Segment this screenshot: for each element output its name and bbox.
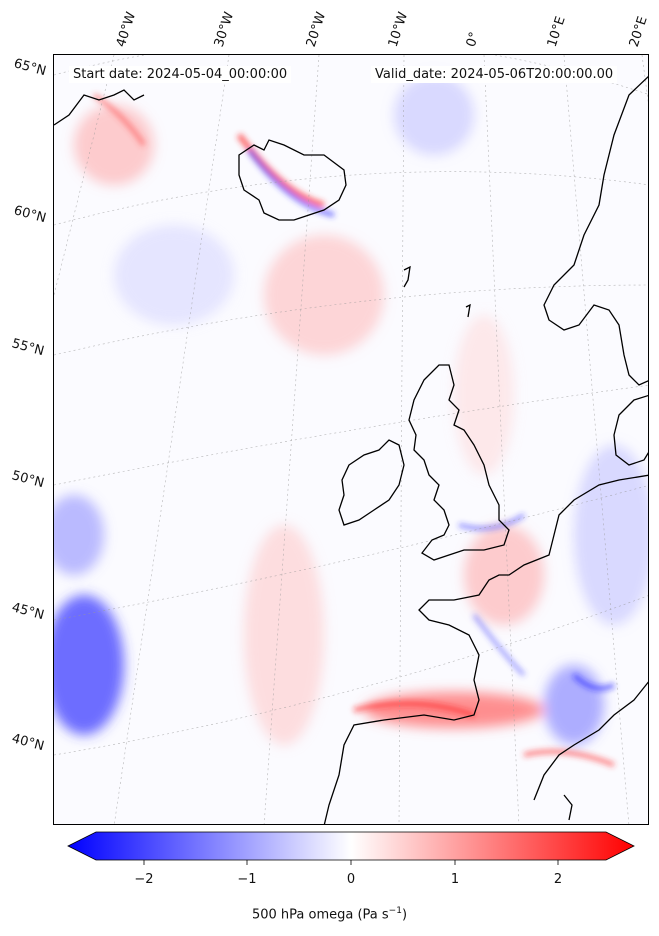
colorbar-tick-label: 0 [346,872,356,887]
colorbar-tick-label: 2 [553,872,563,887]
colorbar-tick-label: −2 [134,872,154,887]
coastlines [54,76,648,824]
omega-field-map [54,55,648,824]
colorbar-label-text: 500 hPa omega (Pa s [251,907,389,923]
colorbar-ticks [143,860,559,865]
valid-date-label: Valid_date: 2024-05-06T20:00:00.00 [371,66,618,83]
colorbar-bar [67,831,635,861]
map-panel [53,54,649,825]
graticule [54,55,648,824]
start-date-label: Start date: 2024-05-04_00:00:00 [69,66,292,83]
colorbar-tick-label: 1 [450,872,460,887]
colorbar [67,831,635,865]
omega-field-detail [92,92,616,768]
colorbar-tick-label: −1 [237,872,257,887]
colorbar-label-close: ) [401,907,408,923]
colorbar-label-exponent: −1 [388,906,402,916]
colorbar-label: 500 hPa omega (Pa s−1) [0,906,659,922]
